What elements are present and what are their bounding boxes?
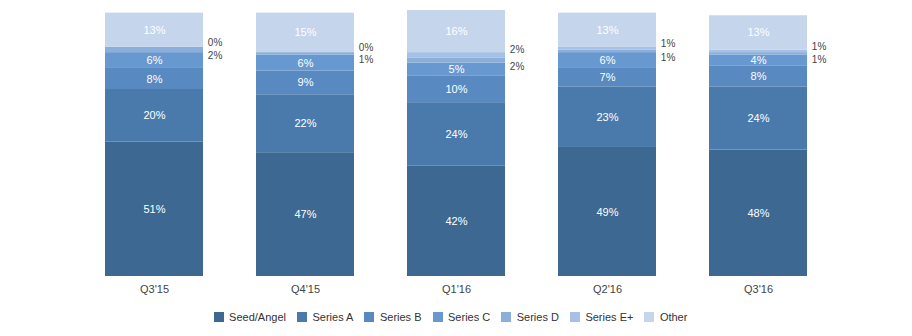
html-text:Series D: Series D [516,310,559,323]
svg-text:2%: 2% [510,61,525,72]
svg-text:0%: 0% [359,42,374,53]
svg-text:6%: 6% [600,54,616,66]
html-text:Other: Other [659,310,688,323]
svg-text:51%: 51% [143,203,165,215]
html-text:Series E+: Series E+ [585,310,634,323]
html-text:Seed/Angel: Seed/Angel [229,310,286,323]
svg-text:5%: 5% [449,63,465,75]
svg-text:Q2'16: Q2'16 [593,283,622,295]
svg-text:20%: 20% [143,109,165,121]
svg-text:1%: 1% [812,41,827,52]
svg-text:24%: 24% [445,128,467,140]
svg-text:23%: 23% [596,111,618,123]
svg-text:13%: 13% [747,26,769,38]
svg-text:2%: 2% [208,50,223,61]
svg-text:9%: 9% [298,76,314,88]
svg-text:Q4'15: Q4'15 [291,283,320,295]
svg-text:49%: 49% [596,205,618,217]
svg-text:6%: 6% [298,57,314,69]
svg-text:7%: 7% [600,71,616,83]
html-text:Series B: Series B [379,310,422,323]
svg-text:Q3'16: Q3'16 [744,283,773,295]
svg-text:1%: 1% [359,54,374,65]
svg-text:Q1'16: Q1'16 [442,283,471,295]
svg-text:13%: 13% [596,24,618,36]
svg-text:48%: 48% [747,207,769,219]
svg-text:2%: 2% [510,44,525,55]
svg-text:1%: 1% [661,52,676,63]
svg-text:24%: 24% [747,112,769,124]
html-text:Series A: Series A [312,310,354,323]
svg-text:16%: 16% [445,25,467,37]
svg-text:15%: 15% [294,26,316,38]
svg-text:22%: 22% [294,117,316,129]
svg-text:1%: 1% [812,54,827,65]
svg-text:47%: 47% [294,208,316,220]
svg-text:42%: 42% [445,215,467,227]
svg-text:4%: 4% [751,54,767,66]
svg-text:13%: 13% [143,24,165,36]
svg-text:Q3'15: Q3'15 [140,283,169,295]
html-text:Series C: Series C [448,310,491,323]
svg-text:8%: 8% [147,72,163,84]
svg-text:0%: 0% [208,37,223,48]
svg-text:8%: 8% [751,70,767,82]
svg-text:1%: 1% [661,38,676,49]
svg-text:6%: 6% [147,54,163,66]
svg-text:10%: 10% [445,83,467,95]
